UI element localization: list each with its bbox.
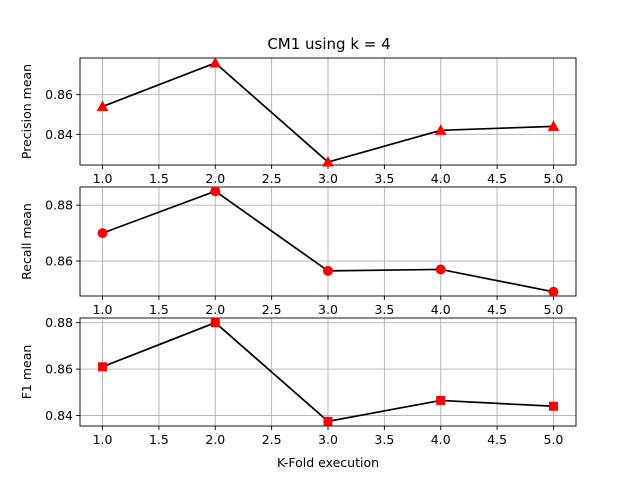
y-tick-label: 0.86 [45, 362, 73, 377]
data-point-triangle [547, 120, 560, 131]
subplot-2: 1.0 1.5 2.0 2.5 3.0 3.5 4.0 4.5 5.0 0.86 0.88 Recal… [19, 186, 577, 317]
data-point-square [210, 318, 220, 328]
y-tick-label: 0.84 [45, 408, 73, 423]
chart-title: CM1 using k = 4 [267, 35, 390, 53]
x-tick-label: 5.0 [544, 432, 564, 447]
y-tick-label: 0.86 [45, 87, 73, 102]
data-point-triangle [209, 56, 222, 68]
x-axis-label: K-Fold execution [277, 455, 379, 470]
data-point-square [323, 416, 333, 426]
data-point-square [548, 401, 558, 411]
data-point-triangle [96, 100, 109, 112]
x-tick-label: 1.0 [93, 432, 113, 447]
x-tick-label: 2.0 [205, 302, 225, 317]
x-tick-label: 3.0 [318, 432, 338, 447]
x-tick-label: 3.0 [318, 302, 338, 317]
x-tick-label: 4.5 [487, 171, 507, 186]
x-tick-label: 4.5 [487, 302, 507, 317]
data-point-circle [548, 286, 559, 297]
x-tick-label: 3.5 [374, 432, 394, 447]
x-tick-label: 4.0 [431, 302, 451, 317]
x-tick-label: 2.5 [262, 302, 282, 317]
y-tick-label: 0.86 [45, 254, 73, 269]
x-tick-label: 4.5 [487, 432, 507, 447]
x-tick-label: 1.5 [149, 432, 169, 447]
data-point-circle [97, 228, 108, 239]
y-axis-label: F1 mean [19, 345, 34, 400]
x-tick-label: 3.5 [374, 171, 394, 186]
subplot-3: 1.0 1.5 2.0 2.5 3.0 3.5 4.0 4.5 5.0 0.84 0.86 0.88 F… [19, 315, 577, 470]
y-axis-label: Recall mean [19, 203, 34, 280]
x-tick-label: 1.5 [149, 171, 169, 186]
y-tick-label: 0.88 [45, 315, 73, 330]
plots-area: 1.0 1.5 2.0 2.5 3.0 3.5 4.0 4.5 5.0 0.84 0.86 Preci… [19, 56, 577, 470]
axes-frame [79, 186, 577, 297]
data-point-circle [323, 265, 333, 276]
y-tick-label: 0.88 [45, 198, 73, 213]
x-tick-label: 1.0 [93, 171, 113, 186]
x-tick-label: 2.0 [205, 171, 225, 186]
x-tick-label: 1.0 [93, 302, 113, 317]
y-tick-label: 0.84 [45, 127, 73, 142]
axes-frame [79, 317, 577, 427]
y-axis-label: Precision mean [19, 64, 34, 159]
x-tick-label: 4.0 [431, 432, 451, 447]
data-point-circle [435, 264, 446, 275]
data-point-circle [210, 186, 221, 197]
x-tick-label: 5.0 [544, 302, 564, 317]
x-tick-label: 3.0 [318, 171, 338, 186]
x-tick-label: 1.5 [149, 302, 169, 317]
data-point-triangle [322, 155, 334, 167]
x-tick-label: 2.5 [262, 171, 282, 186]
data-point-square [98, 362, 108, 372]
data-point-square [436, 395, 446, 405]
subplot-1: 1.0 1.5 2.0 2.5 3.0 3.5 4.0 4.5 5.0 0.84 0.86 Preci… [19, 56, 577, 186]
data-point-triangle [434, 124, 447, 135]
x-tick-label: 5.0 [544, 171, 564, 186]
x-tick-label: 2.0 [205, 432, 225, 447]
x-tick-label: 4.0 [431, 171, 451, 186]
x-tick-label: 2.5 [262, 432, 282, 447]
x-tick-label: 3.5 [374, 302, 394, 317]
